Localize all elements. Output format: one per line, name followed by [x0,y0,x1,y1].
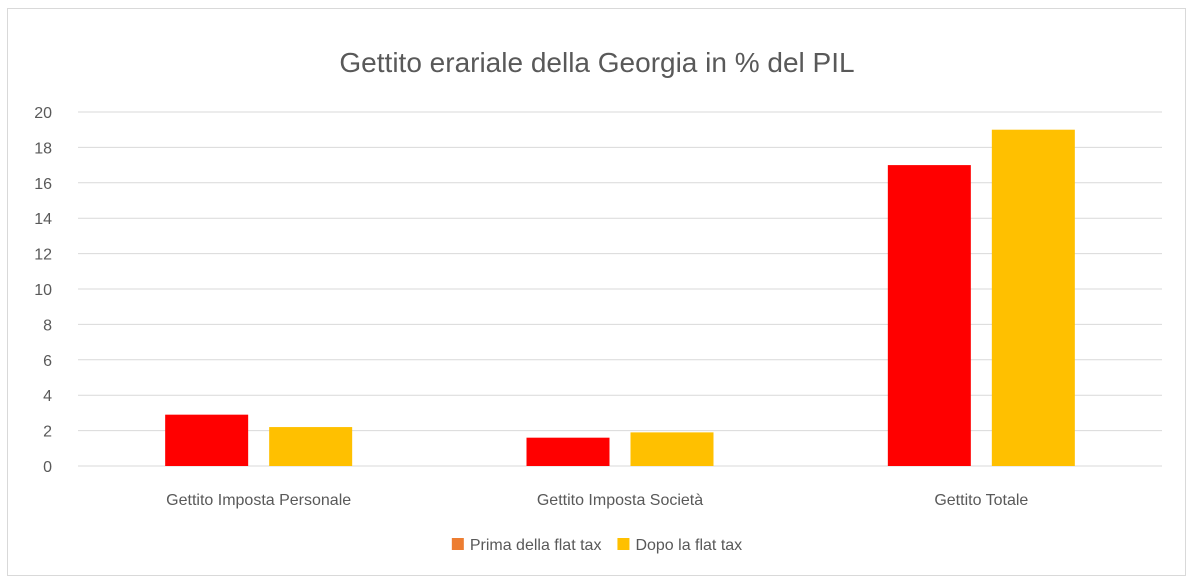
y-tick-label: 16 [34,176,52,193]
y-tick-label: 2 [43,424,52,441]
y-tick-label: 18 [34,140,52,157]
y-tick-label: 12 [34,247,52,264]
legend-label: Dopo la flat tax [635,537,742,554]
chart-title: Gettito erariale della Georgia in % del … [339,47,854,78]
chart-frame [7,8,1186,576]
bar-dopo-1 [630,432,714,466]
bars [165,129,1075,466]
y-axis-ticks: 0 2 4 6 8 10 12 14 16 18 20 [34,105,52,476]
bar-prima-2 [887,165,971,466]
y-tick-label: 6 [43,353,52,370]
legend-swatch [617,538,630,550]
x-axis-categories: Gettito Imposta Personale Gettito Imposta… [166,492,1028,509]
bar-dopo-0 [269,427,353,466]
bar-prima-0 [165,414,249,466]
y-tick-label: 10 [34,282,52,299]
x-category-label: Gettito Totale [934,492,1028,509]
legend-label: Prima della flat tax [470,537,602,554]
legend-swatch [451,538,464,550]
y-tick-label: 20 [34,105,52,122]
y-tick-label: 8 [43,317,52,334]
y-tick-label: 0 [43,459,52,476]
y-tick-label: 4 [43,388,52,405]
legend: Prima della flat tax Dopo la flat tax [451,537,742,554]
x-category-label: Gettito Imposta Personale [166,492,351,509]
y-tick-label: 14 [34,211,52,228]
bar-dopo-2 [991,129,1075,466]
gridlines [78,111,1162,467]
bar-prima-1 [526,437,610,466]
x-category-label: Gettito Imposta Società [537,492,703,509]
